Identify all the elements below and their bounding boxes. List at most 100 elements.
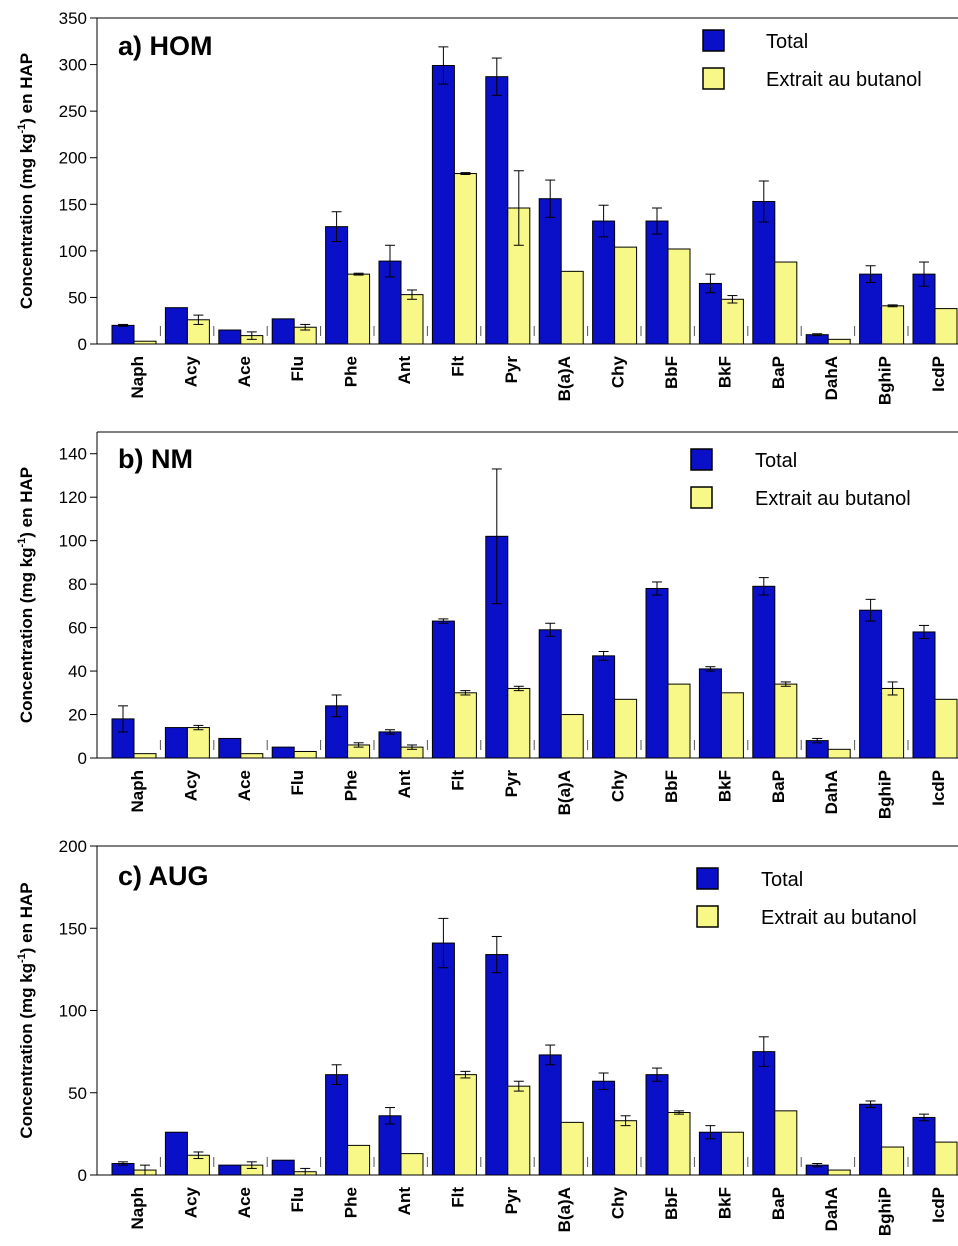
bar-total — [645, 587, 669, 759]
y-tick-label: 250 — [59, 102, 87, 121]
y-tick-label: 0 — [78, 1166, 87, 1185]
bar-butanol — [453, 173, 477, 345]
category-label: Flt — [448, 1187, 467, 1208]
y-tick-label: 300 — [59, 56, 87, 75]
category-label: IcdP — [929, 770, 948, 806]
bar-total — [752, 200, 776, 345]
category-label: Flu — [288, 770, 307, 796]
category-label: Naph — [128, 770, 147, 813]
bar-total — [325, 226, 349, 345]
bar-total — [538, 629, 562, 759]
bar-butanol — [400, 1153, 424, 1176]
bar-butanol — [560, 270, 584, 345]
bar-total — [859, 609, 883, 759]
y-tick-label: 60 — [68, 619, 87, 638]
category-label: B(a)A — [555, 356, 574, 401]
panel-title: b) NM — [118, 444, 193, 474]
bar-butanol — [667, 248, 691, 345]
category-label: DahA — [822, 1187, 841, 1231]
bar-total — [164, 727, 188, 759]
bar-total — [592, 220, 616, 345]
bar-total — [538, 1054, 562, 1176]
bar-total — [431, 620, 455, 759]
bar-butanol — [827, 338, 851, 345]
y-tick-label: 50 — [68, 288, 87, 307]
bar-total — [111, 324, 135, 345]
bar-butanol — [453, 1074, 477, 1176]
category-label: BghiP — [876, 1187, 895, 1236]
chart-panel-1: 0 50 100 150 200 250 300 350 Concentration (mg k… — [16, 9, 958, 405]
bar-total — [271, 746, 295, 759]
bar-total — [698, 668, 722, 759]
y-tick-label: 0 — [78, 335, 87, 354]
category-label: Ant — [395, 356, 414, 385]
bar-butanol — [720, 298, 744, 345]
y-tick-label: 80 — [68, 575, 87, 594]
legend-label: Extrait au butanol — [755, 488, 911, 510]
y-tick-label: 100 — [59, 1002, 87, 1021]
panel-title: c) AUG — [118, 861, 209, 891]
bar-butanol — [934, 1141, 958, 1176]
bar-butanol — [560, 714, 584, 759]
bar-butanol — [240, 753, 264, 759]
y-tick-label: 150 — [59, 195, 87, 214]
bar-butanol — [453, 692, 477, 759]
bar-total — [538, 198, 562, 345]
category-label: BbF — [662, 356, 681, 389]
category-label: Ace — [235, 770, 254, 801]
category-label: Naph — [128, 356, 147, 399]
category-label: Acy — [181, 1186, 200, 1218]
category-label: Chy — [609, 769, 628, 802]
bar-total — [912, 631, 936, 759]
bar-butanol — [347, 273, 371, 345]
bar-total — [164, 307, 188, 345]
bar-butanol — [720, 1131, 744, 1176]
bar-butanol — [881, 687, 905, 759]
bar-total — [752, 1051, 776, 1176]
y-axis-label: Concentration (mg kg-1) en HAP — [16, 53, 36, 309]
y-tick-label: 120 — [59, 488, 87, 507]
y-tick-label: 100 — [59, 242, 87, 261]
bar-total — [645, 1074, 669, 1176]
bar-total — [378, 731, 402, 759]
category-label: BbF — [662, 770, 681, 803]
legend-label: Extrait au butanol — [766, 69, 922, 91]
chart-panel-2: 0 20 40 60 80 100 120 140 Concentration (mg kg-1… — [16, 431, 958, 819]
category-label: BaP — [769, 770, 788, 803]
category-label: BkF — [715, 356, 734, 388]
bar-total — [218, 737, 242, 759]
bar-butanol — [934, 698, 958, 759]
bar-butanol — [614, 698, 638, 759]
bar-total — [592, 1080, 616, 1176]
bar-butanol — [507, 687, 531, 759]
legend-swatch-total — [690, 448, 713, 471]
category-label: Pyr — [502, 356, 521, 384]
legend-swatch-butanol — [702, 67, 725, 90]
bar-total — [218, 329, 242, 345]
category-label: BaP — [769, 356, 788, 389]
y-tick-label: 50 — [68, 1084, 87, 1103]
category-label: Pyr — [502, 770, 521, 798]
bar-total — [485, 76, 509, 345]
bar-butanol — [614, 1120, 638, 1176]
chart-panel-3: 0 50 100 150 200 Concentration (mg kg-1) en H… — [16, 837, 958, 1236]
legend-label: Total — [761, 869, 803, 891]
category-label: Chy — [609, 355, 628, 388]
bar-total — [378, 1115, 402, 1176]
bar-butanol — [720, 692, 744, 759]
y-tick-label: 0 — [78, 749, 87, 768]
y-axis-label: Concentration (mg kg-1) en HAP — [16, 467, 36, 723]
category-label: Ace — [235, 356, 254, 387]
category-label: Pyr — [502, 1187, 521, 1215]
legend-label: Total — [766, 31, 808, 53]
bar-butanol — [934, 308, 958, 345]
bar-butanol — [667, 1111, 691, 1176]
bar-butanol — [133, 753, 157, 759]
bar-butanol — [827, 1169, 851, 1176]
category-label: DahA — [822, 356, 841, 400]
bar-total — [645, 220, 669, 345]
y-tick-label: 100 — [59, 532, 87, 551]
bar-total — [859, 273, 883, 345]
y-tick-label: 150 — [59, 919, 87, 938]
